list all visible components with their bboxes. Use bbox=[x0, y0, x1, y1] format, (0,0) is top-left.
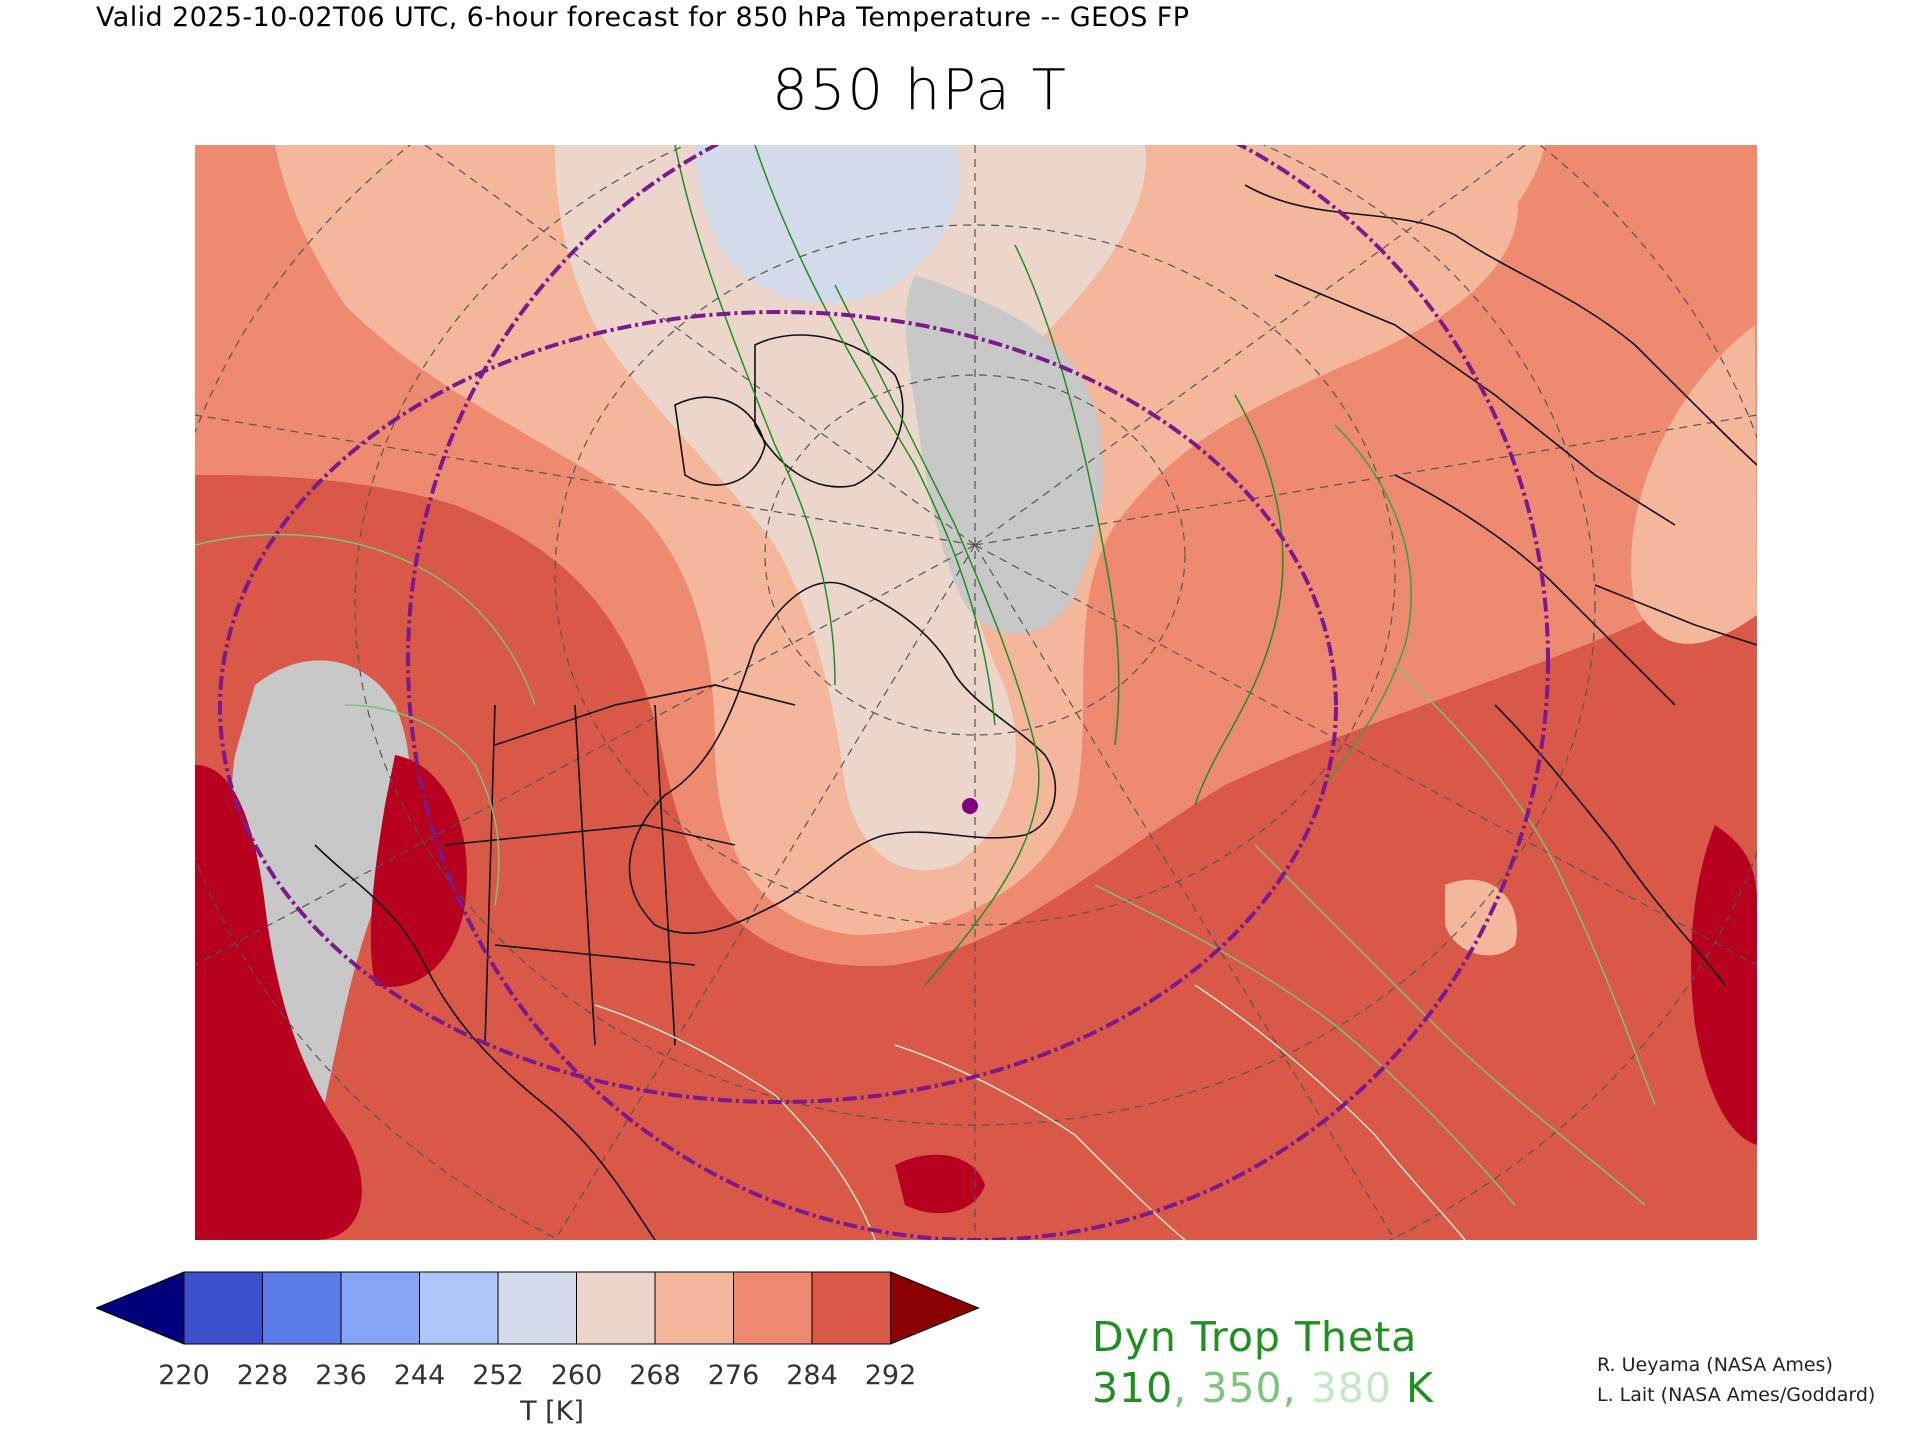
plot-title: 850 hPa T bbox=[772, 58, 1068, 123]
credit-author-2: L. Lait (NASA Ames/Goddard) bbox=[1597, 1384, 1876, 1406]
map-canvas bbox=[195, 145, 1757, 1240]
tropopause-levels: 310, 350, 380 K bbox=[1092, 1364, 1434, 1412]
colorbar-tick-label: 284 bbox=[786, 1360, 838, 1391]
colorbar-tick-label: 244 bbox=[393, 1360, 446, 1391]
colorbar-tick-label: 220 bbox=[158, 1360, 210, 1391]
projection-rings bbox=[218, 145, 1550, 1240]
inner-ring bbox=[218, 310, 1338, 1104]
level-separator: , bbox=[1282, 1364, 1311, 1412]
level-310: 310 bbox=[1092, 1364, 1174, 1412]
credit-author-1: R. Ueyama (NASA Ames) bbox=[1597, 1354, 1833, 1376]
colorbar-segment bbox=[576, 1271, 656, 1345]
colorbar-segment bbox=[733, 1271, 813, 1345]
colorbar bbox=[96, 1271, 980, 1345]
colorbar-tick-label: 268 bbox=[629, 1360, 681, 1391]
colorbar-tick-label: 252 bbox=[472, 1360, 524, 1391]
tropopause-title: Dyn Trop Theta bbox=[1092, 1313, 1418, 1361]
colorbar-under-arrow bbox=[96, 1271, 185, 1345]
center-marker bbox=[962, 798, 978, 814]
colorbar-segment bbox=[811, 1271, 891, 1345]
colorbar-segment bbox=[419, 1271, 499, 1345]
colorbar-tick-label: 260 bbox=[550, 1360, 603, 1391]
level-separator: , bbox=[1173, 1364, 1202, 1412]
valid-time-line: Valid 2025-10-02T06 UTC, 6-hour forecast… bbox=[96, 2, 1190, 33]
colorbar-tick-label: 236 bbox=[315, 1360, 367, 1391]
colorbar-tick-label: 276 bbox=[707, 1360, 760, 1391]
colorbar-segment bbox=[654, 1271, 734, 1345]
colorbar-segment bbox=[183, 1271, 263, 1345]
coastlines bbox=[314, 184, 1757, 1240]
temperature-map bbox=[195, 145, 1757, 1240]
level-350: 350 bbox=[1201, 1364, 1283, 1412]
colorbar-segment bbox=[497, 1271, 577, 1345]
colorbar-label: T [K] bbox=[520, 1396, 584, 1427]
colorbar-tick-label: 228 bbox=[236, 1360, 289, 1391]
tropopause-contours bbox=[195, 145, 1656, 1240]
colorbar-over-arrow bbox=[890, 1271, 980, 1345]
colorbar-segment bbox=[340, 1271, 420, 1345]
colorbar-segment bbox=[262, 1271, 342, 1345]
temperature-shading bbox=[195, 145, 1757, 1240]
level-380: 380 bbox=[1310, 1364, 1392, 1412]
level-unit: K bbox=[1391, 1364, 1434, 1412]
outer-ring bbox=[406, 145, 1550, 1240]
colorbar-tick-label: 292 bbox=[864, 1360, 917, 1391]
